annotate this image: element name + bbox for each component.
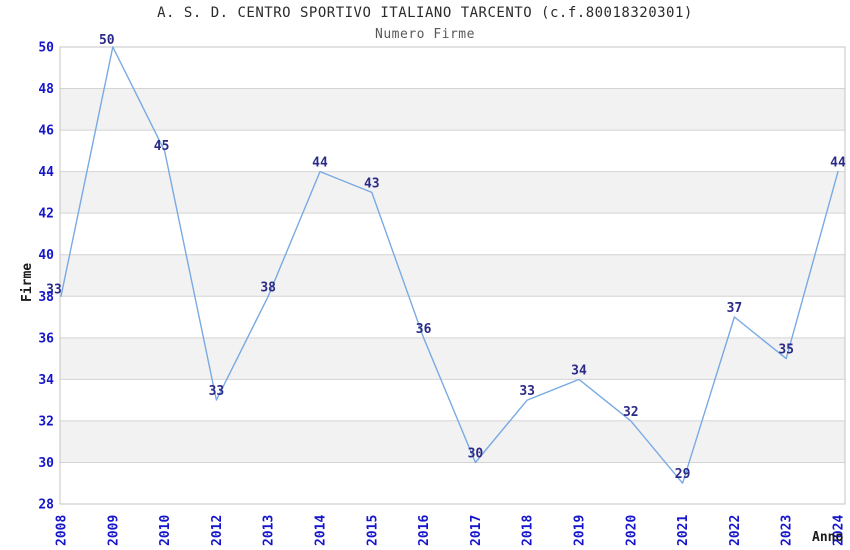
x-tick-label: 2022: [728, 515, 743, 546]
series-line: [60, 46, 839, 484]
y-axis-title: Firme: [20, 263, 35, 302]
y-tick-label: 28: [38, 498, 54, 513]
data-value-label: 44: [312, 156, 328, 171]
background-bands: [60, 88, 845, 463]
band-row: [60, 171, 845, 214]
y-tick-label: 44: [38, 165, 54, 180]
chart-title: A. S. D. CENTRO SPORTIVO ITALIANO TARCEN…: [157, 5, 693, 21]
data-value-label: 44: [830, 156, 846, 171]
band-row: [60, 337, 845, 380]
x-tick-labels: 2008 2009 2010 2012 2013 2014 2015 2016 2017 2018…: [55, 515, 847, 546]
x-tick-label: 2023: [780, 515, 795, 546]
data-value-label: 43: [364, 176, 380, 191]
band-row: [60, 88, 845, 131]
data-value-label: 45: [154, 139, 170, 154]
x-tick-label: 2014: [314, 515, 329, 546]
y-tick-label: 34: [38, 373, 54, 388]
x-tick-label: 2013: [262, 515, 277, 546]
y-tick-label: 30: [38, 456, 54, 471]
y-tick-label: 36: [38, 331, 54, 346]
y-tick-label: 40: [38, 248, 54, 263]
x-tick-label: 2012: [210, 515, 225, 546]
x-tick-label: 2017: [469, 515, 484, 546]
x-tick-label: 2008: [55, 515, 70, 546]
y-tick-label: 46: [38, 124, 54, 139]
band-row: [60, 254, 845, 297]
x-tick-label: 2015: [365, 515, 380, 546]
x-tick-label: 2010: [158, 515, 173, 546]
x-tick-label: 2018: [521, 515, 536, 546]
data-value-label: 33: [46, 282, 62, 297]
chart-subtitle: Numero Firme: [375, 27, 475, 42]
data-value-label: 35: [778, 343, 794, 358]
y-tick-label: 42: [38, 207, 54, 222]
data-value-label: 36: [416, 322, 432, 337]
x-tick-label: 2009: [106, 515, 121, 546]
data-value-label: 33: [209, 384, 225, 399]
data-value-label: 32: [623, 405, 639, 420]
data-value-label: 34: [571, 363, 587, 378]
data-value-label: 50: [99, 33, 115, 48]
y-tick-label: 50: [38, 41, 54, 56]
band-row: [60, 420, 845, 463]
plot-border: [59, 46, 846, 505]
y-tick-label: 32: [38, 414, 54, 429]
y-tick-label: 38: [38, 290, 54, 305]
x-tick-label: 2020: [624, 515, 639, 546]
data-value-label: 33: [519, 384, 535, 399]
x-tick-label: 2024: [832, 515, 847, 546]
data-value-label: 38: [260, 280, 276, 295]
data-value-label: 29: [675, 467, 691, 482]
y-tick-label: 48: [38, 82, 54, 97]
value-labels: 33 50 45 33 38 44 43 36 30 33 34 32 29 37 35 44: [46, 33, 846, 482]
x-tick-label: 2021: [676, 515, 691, 546]
x-tick-label: 2016: [417, 515, 432, 546]
x-tick-label: 2019: [573, 515, 588, 546]
data-value-label: 30: [468, 447, 484, 462]
data-value-label: 37: [727, 301, 743, 316]
x-axis-title: Anno: [812, 530, 843, 545]
y-tick-labels: 28 30 32 34 36 38 40 42 44 46 48 50: [38, 41, 54, 513]
